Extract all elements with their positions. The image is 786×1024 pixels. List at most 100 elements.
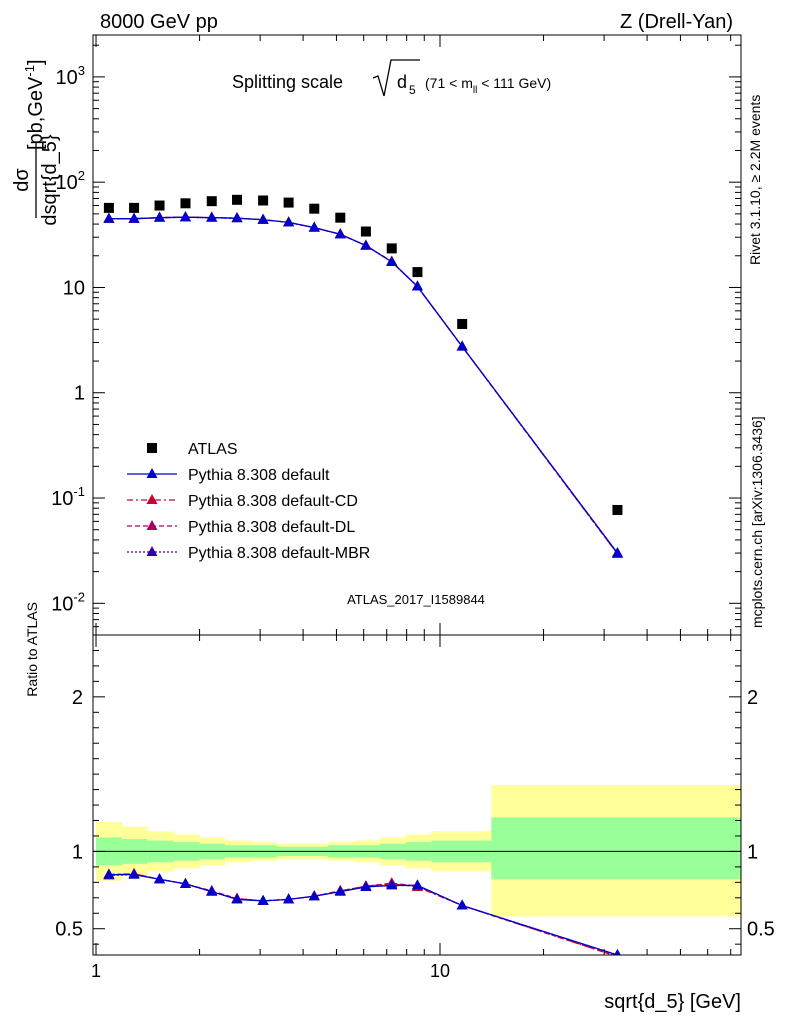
chart-title: Splitting scale (232, 72, 343, 92)
mcplots-label: mcplots.cern.ch [arXiv:1306.3436] (749, 416, 765, 628)
ratio-point-default (206, 885, 218, 896)
ylabel-unit: [pb,GeV-1] (22, 59, 47, 150)
legend-label: Pythia 8.308 default-MBR (188, 545, 370, 562)
y-tick-label: 10-1 (51, 484, 85, 510)
y-axis-label: dσ dsqrt{d_5} (11, 134, 61, 226)
ratio-point-default (411, 879, 423, 890)
series-line-dl (108, 216, 618, 555)
atlas-data-point (206, 196, 217, 207)
series-point-default (103, 212, 115, 223)
legend-label: Pythia 8.308 default-CD (188, 493, 358, 510)
series-point-default (308, 221, 320, 232)
ratio-y-tick-label-left: 2 (72, 687, 83, 709)
title-sqrt-icon (372, 59, 420, 97)
atlas-data-point (283, 197, 294, 208)
ylabel-unit-text: [pb,GeV (25, 76, 47, 150)
ratio-point-default (360, 880, 372, 891)
atlas-data-point (457, 318, 468, 329)
legend-marker-default (146, 468, 158, 478)
ratio-point-default (103, 868, 115, 879)
series-point-default (360, 239, 372, 250)
atlas-data-point (612, 504, 623, 515)
title-range: (71 < mll < 111 GeV) (425, 75, 551, 96)
series-point-default (283, 216, 295, 227)
y-tick-label: 103 (56, 63, 85, 89)
atlas-data-point (154, 200, 165, 211)
ratio-point-default (154, 873, 166, 884)
atlas-data-point (412, 267, 423, 278)
atlas-data-point (258, 195, 269, 206)
legend-label: ATLAS (188, 441, 238, 458)
atlas-data-point (103, 202, 114, 213)
ratio-y-tick-label-left: 1 (72, 841, 83, 863)
legend-marker-mbr (146, 546, 158, 556)
uncertainty-band-inner (491, 817, 741, 880)
legend-label: Pythia 8.308 default-DL (188, 519, 355, 536)
ratio-ylabel: Ratio to ATLAS (24, 602, 40, 697)
title-sqrt-var: d (397, 72, 407, 92)
series-point-default (128, 212, 140, 223)
ratio-point-default (231, 893, 243, 904)
series-point-default (257, 213, 269, 224)
ratio-point-default (128, 868, 140, 879)
ratio-point-default (614, 949, 621, 955)
title-range-pre: (71 < m (425, 75, 473, 91)
ratio-point-default (257, 894, 269, 905)
atlas-data-point (360, 226, 371, 237)
title-sqrt-sub: 5 (409, 83, 416, 97)
series-line-default (108, 216, 618, 554)
ylabel-unit-end: ] (25, 59, 47, 65)
x-axis-label: sqrt{d_5} [GeV] (604, 991, 741, 1013)
y-tick-label: 10 (63, 277, 85, 299)
series-point-default (179, 211, 191, 222)
legend-label: Pythia 8.308 default (188, 467, 330, 484)
legend: ATLAS Pythia 8.308 default Pythia 8.308 de… (127, 441, 370, 562)
ylabel-unit-sup: -1 (22, 65, 37, 77)
atlas-data-point (180, 198, 191, 209)
atlas-data-point (309, 203, 320, 214)
atlas-data-point (232, 194, 243, 205)
atlas-data-point (129, 202, 140, 213)
y-tick-label: 10-2 (51, 589, 85, 615)
legend-marker-atlas (147, 443, 157, 453)
atlas-data-point (335, 212, 346, 223)
header-left: 8000 GeV pp (100, 11, 218, 33)
ylabel-denominator: dsqrt{d_5} (39, 134, 61, 226)
ratio-point-default (334, 885, 346, 896)
header-right: Z (Drell-Yan) (620, 11, 733, 33)
ratio-point-default (179, 877, 191, 888)
atlas-data-point (386, 243, 397, 254)
series-line-cd (108, 216, 618, 555)
ylabel-numerator: dσ (11, 168, 33, 192)
series-point-default (456, 340, 468, 351)
x-tick-label: 1 (91, 961, 101, 981)
rivet-label: Rivet 3.1.10, ≥ 2.2M events (747, 95, 763, 265)
title-range-post: < 111 GeV) (477, 75, 551, 91)
ratio-point-default (386, 879, 398, 890)
ratio-point-default (308, 890, 320, 901)
ratio-y-tick-label-left: 0.5 (55, 919, 83, 941)
series-point-default (411, 280, 423, 291)
legend-marker-cd (146, 494, 158, 504)
series-point-default (334, 228, 346, 239)
ratio-frame (92, 634, 742, 956)
series-point-default (611, 547, 623, 558)
analysis-id: ATLAS_2017_I1589844 (347, 592, 485, 607)
series-point-default (231, 212, 243, 223)
ratio-y-tick-label-right: 1 (747, 841, 758, 863)
y-tick-label: 102 (56, 168, 85, 194)
x-tick-label: 10 (430, 961, 450, 981)
series-point-default (386, 255, 398, 266)
ratio-panel: 1 10 0.5 0.5 1 1 2 2 Ratio to ATLAS sqrt{d_5} [… (24, 602, 775, 1013)
series-line-mbr (108, 216, 618, 554)
series-point-default (206, 211, 218, 222)
legend-marker-dl (146, 520, 158, 530)
y-tick-label: 1 (74, 383, 85, 405)
ratio-point-default (283, 893, 295, 904)
chart-title-main: Splitting scale (232, 72, 343, 92)
ratio-y-tick-label-right: 0.5 (747, 919, 775, 941)
title-range-sub: ll (473, 85, 477, 96)
ratio-point-default (456, 899, 468, 910)
series-point-default (154, 211, 166, 222)
